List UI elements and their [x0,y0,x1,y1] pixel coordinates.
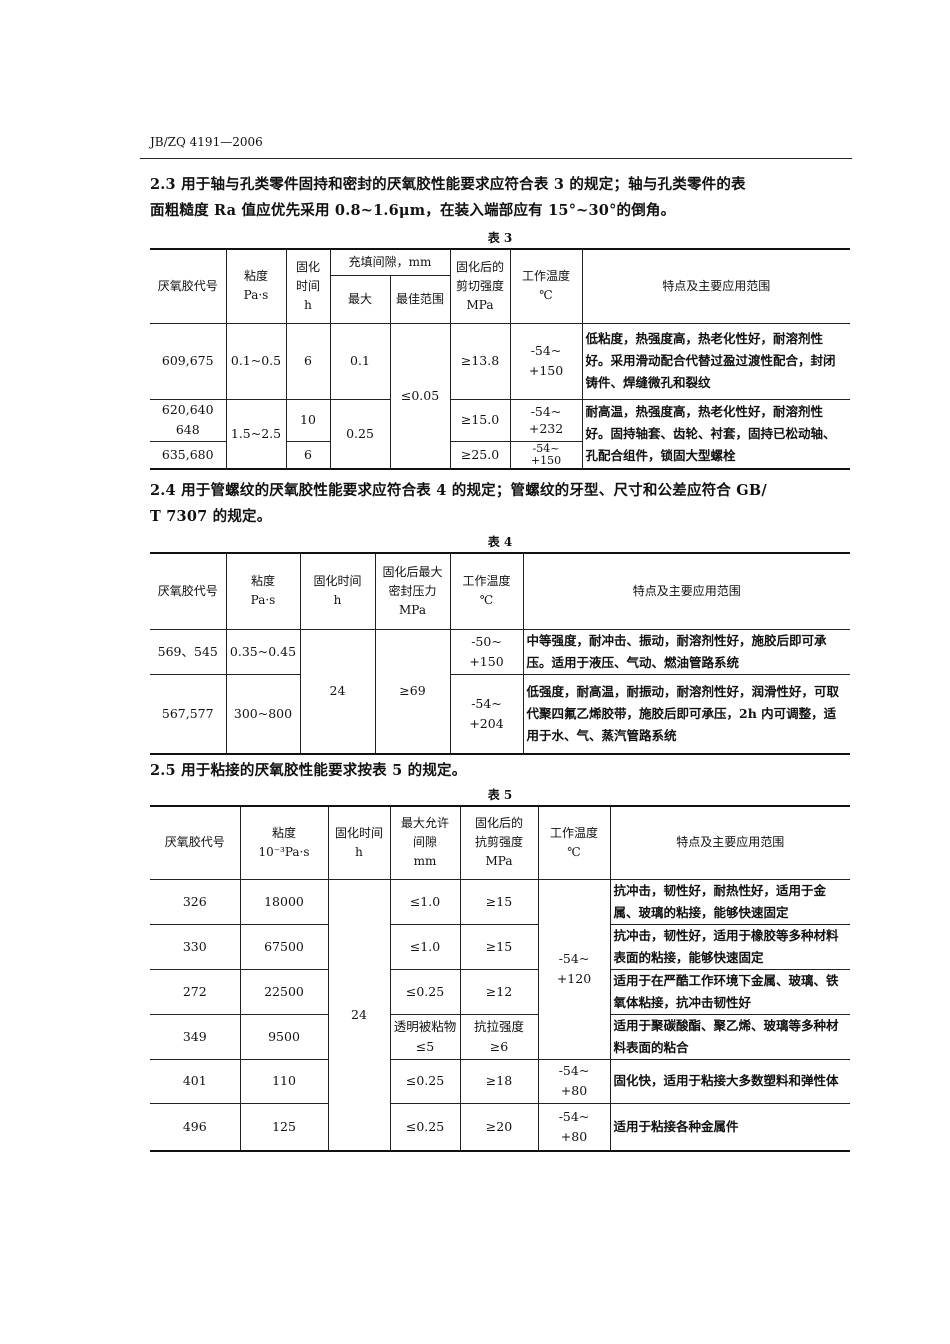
paragraph-line: 2.5 用于粘接的厌氧胶性能要求按表 5 的规定。 [150,762,467,779]
header-best: 最佳范围 [389,274,451,324]
paragraph-line: T 7307 的规定。 [150,508,272,525]
header-code: 厌氧胶代号 [150,248,227,324]
table-3-caption: 表 3 [487,231,513,245]
header-code: 厌氧胶代号 [150,552,227,630]
table-row: 567,577 300~800 -54~ +204 低强度，耐高温，耐振动，耐溶剂… [150,673,850,755]
header-rule [140,158,852,159]
header-max-gap: 最大允许 间隙 mm [389,805,461,880]
table-row: 272 22500 ≤0.25 ≥12 适用于在严酷工作环境下金属、玻璃、铁氧体… [150,968,850,1015]
header-max: 最大 [330,274,391,324]
header-viscosity: 粘度 Pa·s [225,552,301,630]
header-description: 特点及主要应用范围 [609,805,850,880]
section-2-5: 2.5 用于粘接的厌氧胶性能要求按表 5 的规定。 [150,758,855,784]
header-description: 特点及主要应用范围 [522,552,850,630]
table-row: 349 9500 透明被粘物 ≤5 抗拉强度 ≥6 适用于聚碳酸酯、聚乙烯、玻璃等多… [150,1013,850,1060]
table-row: 401 110 ≤0.25 ≥18 -54~ +80 固化快，适用于粘接大多数塑料… [150,1058,850,1104]
paragraph-line: 2.4 用于管螺纹的厌氧胶性能要求应符合表 4 的规定；管螺纹的牙型、尺寸和公差… [150,482,767,499]
section-2-3: 2.3 用于轴与孔类零件固持和密封的厌氧胶性能要求应符合表 3 的规定；轴与孔类… [150,172,855,224]
table-5: 厌氧胶代号 粘度 10⁻³Pa·s 固化时间 h 最大允许 间隙 mm 固化后的 抗剪强度… [150,805,850,1152]
header-temperature: 工作温度 ℃ [537,805,611,880]
table-5-caption: 表 5 [487,788,513,802]
header-temperature: 工作温度 ℃ [449,552,524,630]
header-description: 特点及主要应用范围 [581,248,850,324]
table-4-caption: 表 4 [487,535,513,549]
header-seal-pressure: 固化后最大 密封压力 MPa [374,552,451,630]
table-3: 厌氧胶代号 粘度 Pa·s 固化 时间 h 充填间隙，mm 固化后的 剪切强度 MPa 工… [150,248,850,470]
header-fill-gap: 充填间隙，mm [329,248,451,276]
table-4: 厌氧胶代号 粘度 Pa·s 固化时间 h 固化后最大 密封压力 MPa 工作温度 ℃ 特点… [150,552,850,755]
header-viscosity: 粘度 Pa·s [225,248,287,324]
standard-number: JB/ZQ 4191—2006 [150,135,263,149]
header-shear-strength: 固化后的 剪切强度 MPa [449,248,511,324]
paragraph-line: 面粗糙度 Ra 值应优先采用 0.8~1.6μm，在装入端部应有 15°~30°… [150,202,676,219]
table-row: 326 18000 24 ≤1.0 ≥15 -54~ +120 抗冲击，韧性好，耐… [150,878,850,1152]
header-temperature: 工作温度 ℃ [509,248,583,324]
header-viscosity: 粘度 10⁻³Pa·s [239,805,329,880]
table-row: 609,675 0.1~0.5 6 0.1 ≤0.05 ≥13.8 -54~ +1… [150,322,850,470]
table-row: 496 125 ≤0.25 ≥20 -54~ +80 适用于粘接各种金属件 [150,1102,850,1152]
header-shear-strength: 固化后的 抗剪强度 MPa [459,805,539,880]
table-row: 635,680 6 ≥25.0 -54~ +150 [150,440,850,470]
table-row: 620,640 648 1.5~2.5 10 0.25 ≥15.0 -54~ +23… [150,398,850,470]
header-code: 厌氧胶代号 [150,805,241,880]
paragraph-line: 2.3 用于轴与孔类零件固持和密封的厌氧胶性能要求应符合表 3 的规定；轴与孔类… [150,176,746,193]
table-row: 569、545 0.35~0.45 24 ≥69 -50~ +150 中等强度，耐… [150,628,850,755]
table-row: 330 67500 ≤1.0 ≥15 抗冲击，韧性好，适用于橡胶等多种材料表面的… [150,923,850,970]
section-2-4: 2.4 用于管螺纹的厌氧胶性能要求应符合表 4 的规定；管螺纹的牙型、尺寸和公差… [150,478,855,530]
